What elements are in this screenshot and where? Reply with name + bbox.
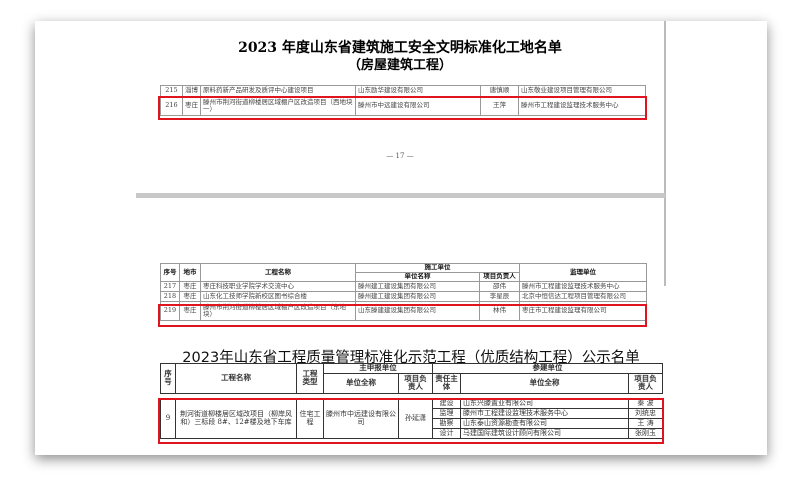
header-company: 单位名称: [355, 272, 480, 282]
table-row: 215 淄博 原料药新产品研发及质评中心建设项目 山东励华建设有限公司 唐慎顺 …: [160, 85, 646, 97]
header-main-company: 单位全称: [323, 372, 399, 394]
cell-no: 215: [160, 85, 183, 97]
table-row: 219 枣庄 滕州市荆河街道柳楼居区域棚户区改造项目（东地块） 山东滕建建设集团…: [160, 301, 647, 321]
page-number: — 17 —: [386, 152, 414, 160]
cell-company: 滕州建工建设集团有限公司: [355, 281, 480, 292]
header-type: 工程类型: [296, 363, 324, 394]
doc2-table: 序号 地市 工程名称 施工单位 监理单位 单位名称 项目负责人 217 枣庄 枣…: [160, 263, 647, 321]
header-partner-company: 单位全称: [460, 372, 629, 394]
header-supervisor: 监理单位: [519, 263, 647, 282]
cell-supervisor: 滕州市工程建设监理技术服务中心: [519, 281, 647, 292]
cell-project: 荆河街道柳楼居区域改项目（柳岸风和）三标段 8#、12#楼及地下车库: [175, 397, 297, 439]
header-project: 工程名称: [200, 263, 356, 282]
header-partners: 参建单位: [431, 363, 664, 374]
doc1-subtitle: （房屋建筑工程）: [347, 58, 452, 73]
cell-city: 淄博: [182, 85, 201, 97]
cell-no: 217: [160, 281, 180, 292]
header-city: 地市: [179, 263, 201, 282]
cell-manager: 唐慎顺: [480, 85, 519, 97]
cell-city: 枣庄: [179, 291, 201, 302]
page-separator: [136, 193, 665, 198]
header-main-manager: 项目负责人: [398, 372, 433, 394]
header-role: 责任主体: [432, 372, 461, 394]
cell-project: 滕州市荆河街道柳楼居区域棚户区改造项目（东地块）: [200, 301, 356, 321]
header-builder: 施工单位: [355, 263, 520, 273]
cell-manager: 邵伟: [479, 281, 520, 292]
table-row: 218 枣庄 山东化工技师学院新校区图书综合楼 滕州建工建设集团有限公司 李星辰…: [160, 291, 647, 302]
highlight-box: [158, 304, 647, 327]
cell-company: 山东励华建设有限公司: [355, 85, 481, 97]
header-manager: 项目负责人: [479, 272, 520, 282]
header-no: 序号: [160, 363, 176, 394]
cell-company: 山东滕建建设集团有限公司: [355, 301, 480, 321]
cell-company: 滕州建工建设集团有限公司: [355, 291, 480, 302]
header-main-unit: 主申报单位: [323, 363, 433, 374]
cell-city: 枣庄: [179, 301, 201, 321]
cell-supervisor: 北京中恒信达工程项目管理有限公司: [519, 291, 647, 302]
highlight-box: [158, 96, 647, 120]
page-edge-divider: [664, 21, 666, 286]
doc3-table: 序号 工程名称 工程类型 主申报单位 参建单位 单位全称 项目负责人 责任主体 …: [160, 363, 664, 439]
table-row: 217 枣庄 枣庄科技职业学院学术交流中心 滕州建工建设集团有限公司 邵伟 滕州…: [160, 281, 647, 292]
cell-company: 滕州市中远建设有限公司: [323, 397, 399, 439]
cell-project: 枣庄科技职业学院学术交流中心: [200, 281, 356, 292]
cell-no: 218: [160, 291, 180, 302]
header-project: 工程名称: [175, 363, 297, 394]
cell-project: 原料药新产品研发及质评中心建设项目: [200, 85, 356, 97]
cell-supervisor: 山东敬业建设项目管理有限公司: [518, 85, 646, 97]
cell-project: 山东化工技师学院新校区图书综合楼: [200, 291, 356, 302]
header-partner-manager: 项目负责人: [627, 372, 664, 394]
highlight-box: [158, 398, 664, 444]
table-row: 9 荆河街道柳楼居区域改项目（柳岸风和）三标段 8#、12#楼及地下车库 住宅工…: [160, 397, 664, 439]
cell-manager: 李星辰: [479, 291, 520, 302]
header-no: 序号: [160, 263, 180, 282]
cell-city: 枣庄: [179, 281, 201, 292]
doc3-title: 2023年山东省工程质量管理标准化示范工程（优质结构工程）公示名单: [182, 350, 640, 366]
doc1-title: 2023 年度山东省建筑施工安全文明标准化工地名单: [238, 40, 562, 56]
cell-type: 住宅工程: [296, 397, 324, 439]
